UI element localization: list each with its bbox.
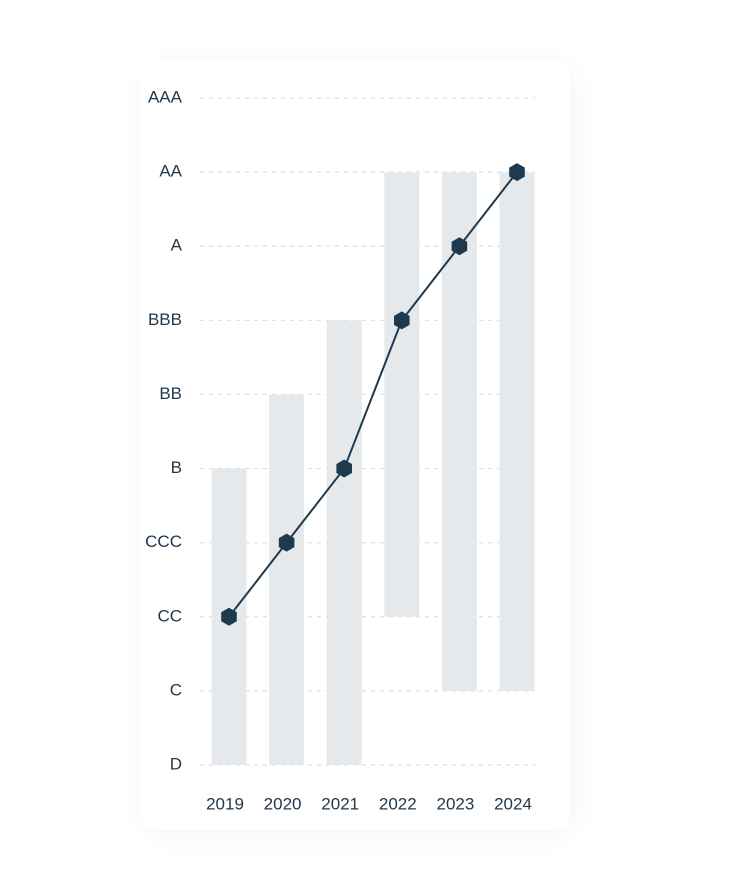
y-tick-label: C bbox=[170, 680, 182, 699]
x-tick-label: 2022 bbox=[379, 794, 417, 813]
x-tick-label: 2021 bbox=[321, 794, 359, 813]
range-bar bbox=[384, 172, 420, 617]
y-tick-label: AA bbox=[159, 162, 182, 181]
x-tick-label: 2023 bbox=[436, 794, 474, 813]
rating-marker bbox=[221, 607, 237, 626]
rating-marker bbox=[336, 459, 352, 478]
rating-marker bbox=[278, 533, 295, 552]
range-bar bbox=[326, 320, 362, 765]
range-bar bbox=[269, 394, 305, 765]
y-tick-label: BBB bbox=[148, 310, 182, 329]
rating-line bbox=[228, 171, 518, 618]
rating-marker bbox=[451, 237, 468, 256]
range-bar bbox=[441, 172, 477, 691]
range-bar bbox=[499, 172, 535, 691]
rating-marker bbox=[394, 311, 410, 330]
y-tick-label: AAA bbox=[148, 87, 183, 106]
y-tick-label: D bbox=[170, 754, 182, 773]
y-tick-label: CCC bbox=[145, 532, 182, 551]
y-tick-label: B bbox=[171, 458, 182, 477]
x-tick-label: 2020 bbox=[264, 794, 302, 813]
y-tick-label: A bbox=[171, 236, 183, 255]
x-tick-label: 2024 bbox=[494, 794, 532, 813]
y-tick-label: BB bbox=[159, 384, 182, 403]
y-tick-label: CC bbox=[157, 606, 182, 625]
rating-marker bbox=[509, 163, 525, 182]
x-tick-label: 2019 bbox=[206, 794, 244, 813]
